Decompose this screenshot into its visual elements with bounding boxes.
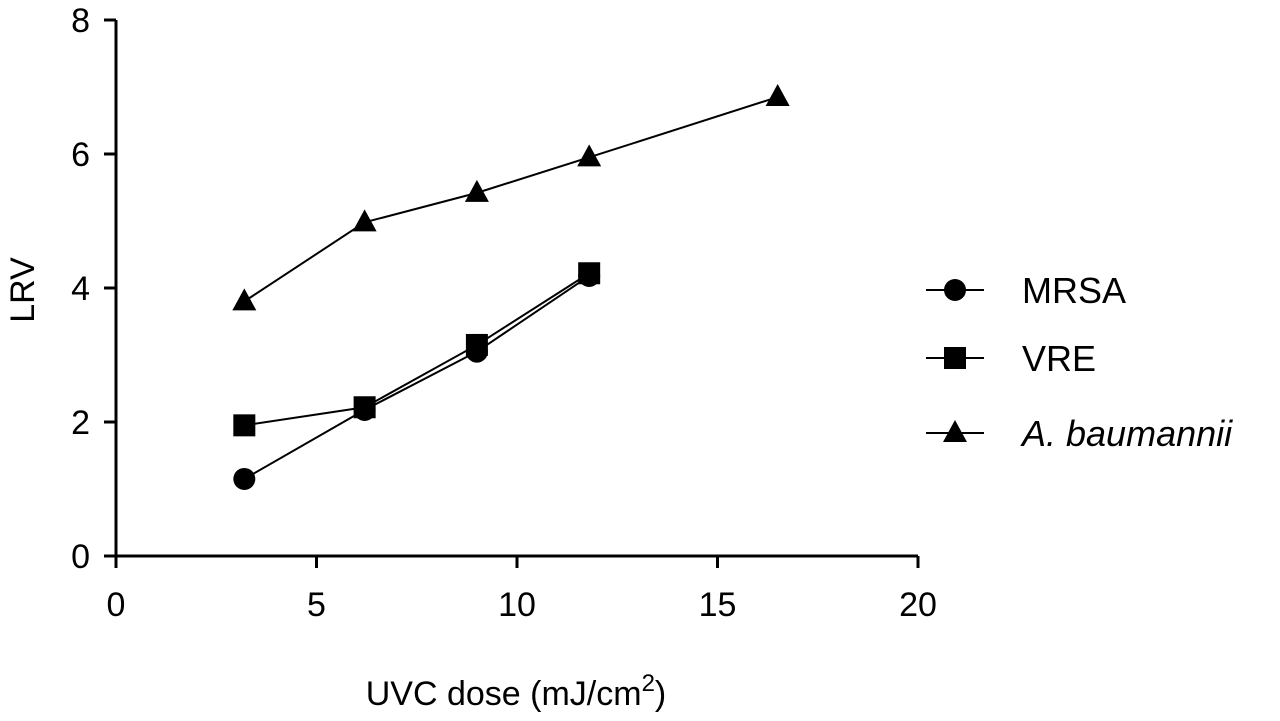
x-tick-label: 0: [107, 586, 126, 624]
y-tick-label: 4: [71, 270, 90, 308]
x-tick-label: 10: [498, 586, 536, 624]
legend-label: A. baumannii: [1020, 413, 1233, 454]
y-tick-label: 2: [71, 404, 90, 442]
data-point: [233, 414, 256, 437]
legend-entry: MRSA: [926, 270, 1126, 311]
legend-marker: [944, 279, 966, 301]
series-line: [243, 275, 590, 480]
data-point: [352, 209, 377, 232]
x-axis-title: UVC dose (mJ/cm2): [366, 670, 667, 713]
data-point: [465, 333, 488, 356]
y-tick-label: 6: [71, 136, 90, 174]
x-tick-label: 5: [307, 586, 326, 624]
series-triangle: [232, 84, 790, 311]
series-square: [233, 262, 601, 437]
data-point: [464, 179, 489, 202]
series-layer: [232, 84, 790, 490]
data-point: [765, 84, 790, 107]
data-point: [232, 288, 257, 311]
y-axis-title: LRV: [4, 257, 42, 323]
axes: 0 5 10 15 20 0 2 4 6 8: [71, 2, 937, 624]
y-tick-label: 0: [71, 538, 90, 576]
data-point: [233, 467, 256, 490]
x-tick-label: 20: [899, 586, 937, 624]
legend-marker: [943, 420, 967, 442]
legend-entry: A. baumannii: [926, 413, 1233, 454]
data-point: [577, 144, 602, 167]
legend-entry: VRE: [926, 338, 1096, 379]
legend: MRSA VRE A. baumannii: [926, 270, 1233, 454]
legend-label: MRSA: [1022, 270, 1126, 311]
series-line: [244, 272, 590, 427]
data-point: [578, 262, 601, 285]
data-point: [353, 396, 376, 419]
y-tick-label: 8: [71, 2, 90, 40]
legend-label: VRE: [1022, 338, 1096, 379]
series-line: [243, 96, 778, 303]
legend-marker: [944, 347, 966, 369]
x-tick-label: 15: [699, 586, 737, 624]
